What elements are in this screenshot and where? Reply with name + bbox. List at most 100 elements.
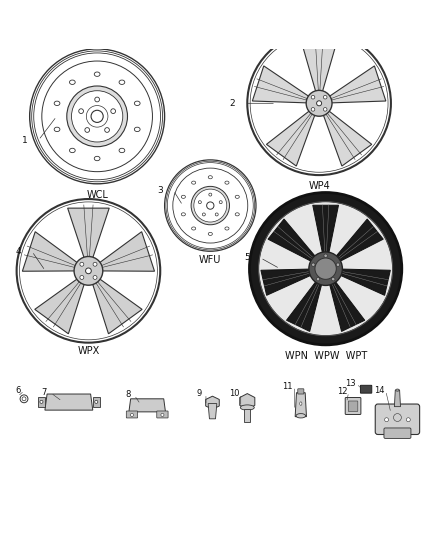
Polygon shape: [266, 109, 316, 166]
Polygon shape: [208, 403, 217, 419]
Polygon shape: [300, 39, 338, 94]
Ellipse shape: [85, 127, 90, 132]
Ellipse shape: [225, 227, 229, 230]
Ellipse shape: [181, 213, 185, 216]
Ellipse shape: [32, 51, 162, 182]
Text: 1: 1: [22, 136, 28, 145]
Ellipse shape: [30, 49, 165, 184]
Ellipse shape: [311, 108, 315, 111]
Ellipse shape: [258, 201, 392, 336]
Ellipse shape: [208, 232, 212, 236]
Ellipse shape: [40, 400, 43, 403]
Ellipse shape: [198, 201, 201, 204]
Ellipse shape: [54, 127, 60, 132]
Text: 2: 2: [229, 99, 235, 108]
Polygon shape: [394, 390, 400, 407]
Ellipse shape: [166, 161, 254, 250]
Ellipse shape: [317, 101, 321, 106]
Polygon shape: [45, 394, 93, 410]
Text: 13: 13: [345, 378, 356, 387]
Ellipse shape: [80, 262, 84, 266]
Text: 12: 12: [337, 387, 347, 397]
Polygon shape: [93, 397, 100, 407]
FancyBboxPatch shape: [384, 428, 411, 439]
Ellipse shape: [79, 109, 84, 114]
Ellipse shape: [209, 193, 212, 196]
Ellipse shape: [161, 414, 164, 416]
Ellipse shape: [396, 389, 399, 391]
Ellipse shape: [240, 405, 254, 410]
Polygon shape: [337, 269, 390, 295]
Ellipse shape: [70, 148, 75, 152]
Text: WPN  WPW  WPT: WPN WPW WPT: [285, 351, 367, 361]
Polygon shape: [92, 277, 142, 334]
Text: 9: 9: [197, 389, 202, 398]
Ellipse shape: [95, 97, 99, 102]
Ellipse shape: [134, 101, 140, 106]
Ellipse shape: [42, 61, 152, 172]
Polygon shape: [67, 208, 109, 261]
Ellipse shape: [119, 80, 125, 84]
Polygon shape: [261, 269, 314, 295]
Polygon shape: [322, 109, 372, 166]
Ellipse shape: [385, 418, 389, 422]
Text: WP4: WP4: [308, 181, 330, 191]
Ellipse shape: [191, 227, 196, 230]
Ellipse shape: [215, 213, 218, 216]
Ellipse shape: [194, 189, 227, 222]
Ellipse shape: [22, 397, 26, 401]
Ellipse shape: [191, 187, 230, 225]
Polygon shape: [313, 205, 339, 257]
Ellipse shape: [202, 213, 205, 216]
Ellipse shape: [311, 263, 315, 266]
Text: 11: 11: [283, 382, 293, 391]
Ellipse shape: [324, 254, 327, 257]
Ellipse shape: [93, 262, 97, 266]
Ellipse shape: [191, 181, 196, 184]
Text: 14: 14: [374, 386, 385, 395]
Text: 7: 7: [41, 388, 47, 397]
Ellipse shape: [95, 400, 98, 403]
Ellipse shape: [173, 168, 248, 243]
FancyBboxPatch shape: [298, 389, 304, 394]
Ellipse shape: [309, 252, 343, 286]
Ellipse shape: [85, 268, 91, 274]
Ellipse shape: [219, 201, 222, 204]
Ellipse shape: [94, 156, 100, 161]
Ellipse shape: [311, 95, 315, 99]
Ellipse shape: [207, 202, 214, 209]
Ellipse shape: [406, 418, 410, 422]
Ellipse shape: [250, 192, 402, 345]
Ellipse shape: [208, 176, 212, 179]
Text: 4: 4: [16, 247, 21, 256]
Ellipse shape: [296, 414, 306, 418]
Text: 6: 6: [15, 386, 21, 395]
Ellipse shape: [225, 181, 229, 184]
Ellipse shape: [34, 53, 161, 180]
Polygon shape: [22, 232, 80, 271]
Polygon shape: [97, 232, 155, 271]
Text: WPX: WPX: [78, 346, 99, 357]
Ellipse shape: [167, 163, 253, 248]
Polygon shape: [206, 396, 219, 409]
Ellipse shape: [71, 91, 123, 142]
Ellipse shape: [247, 31, 391, 175]
Polygon shape: [252, 66, 311, 103]
Ellipse shape: [181, 195, 185, 198]
FancyBboxPatch shape: [157, 411, 168, 418]
Ellipse shape: [336, 263, 339, 266]
Ellipse shape: [111, 109, 116, 114]
FancyBboxPatch shape: [126, 411, 138, 418]
FancyBboxPatch shape: [345, 398, 361, 415]
Ellipse shape: [235, 195, 239, 198]
Polygon shape: [286, 278, 323, 332]
FancyBboxPatch shape: [375, 404, 420, 434]
FancyBboxPatch shape: [360, 385, 372, 393]
Ellipse shape: [54, 101, 60, 106]
Ellipse shape: [134, 127, 140, 132]
Ellipse shape: [316, 278, 320, 281]
Ellipse shape: [17, 199, 160, 343]
Ellipse shape: [332, 278, 335, 281]
Polygon shape: [38, 397, 45, 407]
Ellipse shape: [323, 108, 327, 111]
